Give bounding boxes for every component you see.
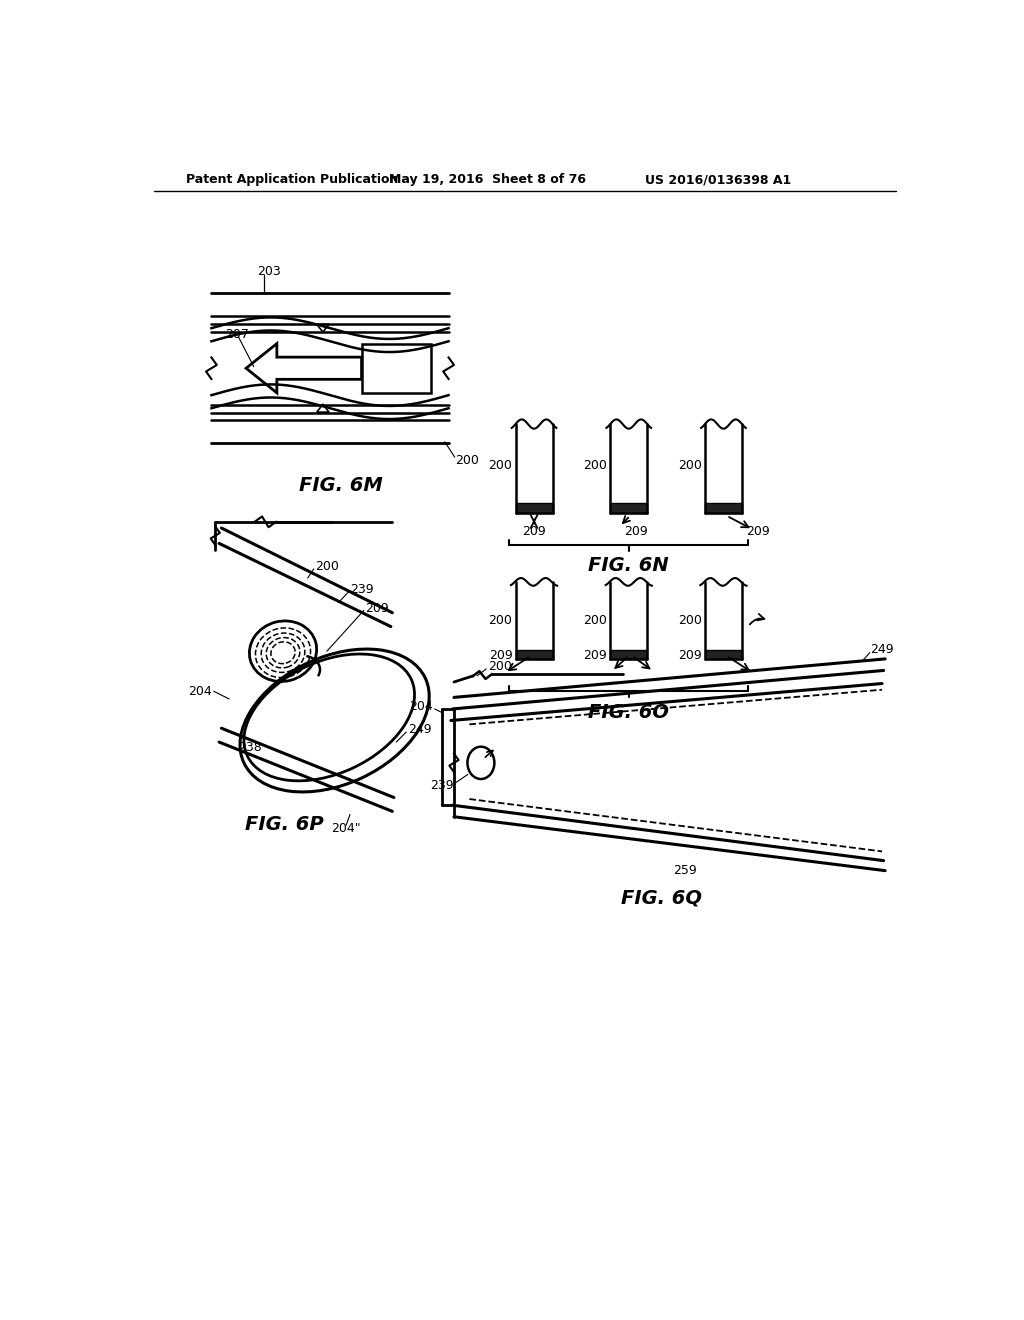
Text: 200: 200: [678, 459, 701, 471]
Bar: [515, 503, 553, 512]
Text: 200: 200: [488, 660, 512, 673]
Text: FIG. 6P: FIG. 6P: [245, 814, 324, 834]
Text: 200: 200: [455, 454, 478, 467]
Text: 209: 209: [366, 602, 389, 615]
Text: 209: 209: [488, 649, 512, 663]
Text: 249: 249: [869, 643, 893, 656]
Text: 207: 207: [225, 327, 249, 341]
Text: 209: 209: [522, 525, 546, 539]
Text: 200: 200: [488, 614, 512, 627]
Text: FIG. 6N: FIG. 6N: [589, 556, 669, 576]
Bar: [610, 649, 647, 659]
Text: 238: 238: [239, 741, 262, 754]
Text: 200: 200: [488, 459, 512, 471]
Text: 239: 239: [430, 779, 454, 792]
Text: FIG. 6O: FIG. 6O: [588, 702, 670, 722]
Text: 204: 204: [409, 700, 432, 713]
Bar: [705, 503, 742, 512]
Text: US 2016/0136398 A1: US 2016/0136398 A1: [645, 173, 792, 186]
Text: FIG. 6M: FIG. 6M: [299, 477, 383, 495]
Text: 259: 259: [673, 865, 697, 878]
Text: 203: 203: [258, 265, 282, 279]
Text: 209: 209: [745, 525, 770, 539]
Bar: [361, 343, 431, 393]
Bar: [610, 503, 647, 512]
Text: 200: 200: [315, 560, 339, 573]
Text: 204": 204": [332, 822, 361, 834]
Text: FIG. 6Q: FIG. 6Q: [622, 888, 702, 907]
Text: 209: 209: [678, 649, 701, 663]
Text: 239: 239: [350, 583, 374, 597]
Text: 209: 209: [625, 525, 648, 539]
Text: 200: 200: [584, 459, 607, 471]
Text: May 19, 2016  Sheet 8 of 76: May 19, 2016 Sheet 8 of 76: [388, 173, 586, 186]
Text: 200: 200: [678, 614, 701, 627]
Bar: [705, 649, 742, 659]
Text: Patent Application Publication: Patent Application Publication: [186, 173, 398, 186]
Text: 200: 200: [584, 614, 607, 627]
Bar: [515, 649, 553, 659]
Text: 204: 204: [187, 685, 211, 698]
Text: 249: 249: [408, 723, 431, 737]
Text: 209: 209: [584, 649, 607, 663]
